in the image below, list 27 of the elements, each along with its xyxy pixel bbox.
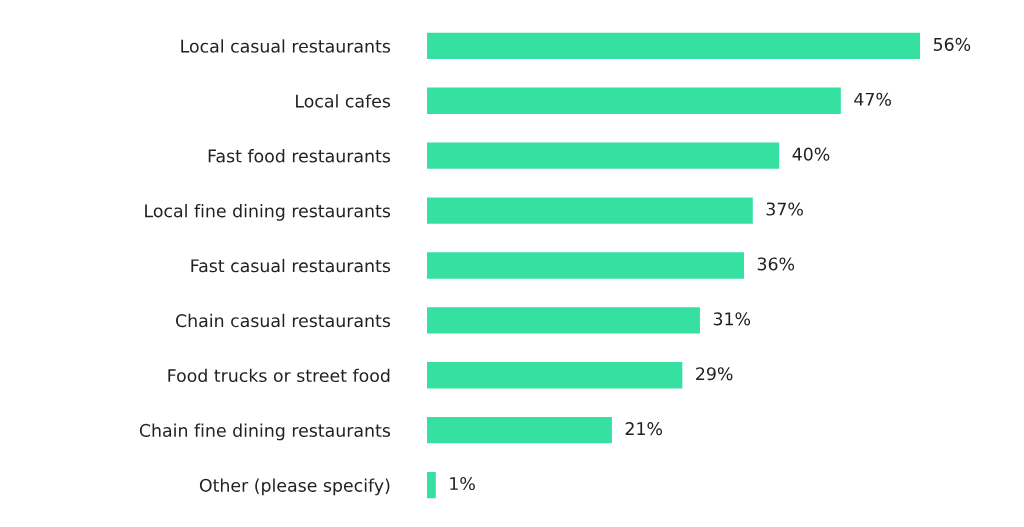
data-label: 47% xyxy=(854,92,891,106)
y-tick-label: Fast casual restaurants xyxy=(191,258,391,273)
data-label: 31% xyxy=(713,312,751,326)
y-tick-label: Local cafes xyxy=(296,94,391,108)
bar xyxy=(427,362,683,389)
data-label: 37% xyxy=(766,202,803,216)
bar xyxy=(427,307,700,334)
y-tick-label: Chain fine dining restaurants xyxy=(139,423,391,441)
y-tick-label: Fast food restaurants xyxy=(208,149,391,163)
bar xyxy=(427,471,436,499)
data-label: 36% xyxy=(757,257,795,271)
y-tick-label: Other (please specify) xyxy=(199,478,390,496)
bar xyxy=(427,197,753,224)
data-label: 29% xyxy=(696,367,733,381)
y-tick-label: Local fine dining restaurants xyxy=(145,203,391,221)
data-label: 1% xyxy=(450,476,475,491)
bar xyxy=(427,32,921,60)
data-label: 40% xyxy=(792,147,830,161)
data-label: 56% xyxy=(933,37,971,51)
data-label: 21% xyxy=(625,422,663,436)
bar xyxy=(427,416,612,444)
y-tick-label: Food trucks or street food xyxy=(168,368,390,383)
bar xyxy=(427,142,780,169)
bar xyxy=(427,87,841,114)
y-tick-label: Local casual restaurants xyxy=(181,39,391,53)
y-tick-label: Chain casual restaurants xyxy=(176,313,391,328)
bar xyxy=(427,252,744,279)
